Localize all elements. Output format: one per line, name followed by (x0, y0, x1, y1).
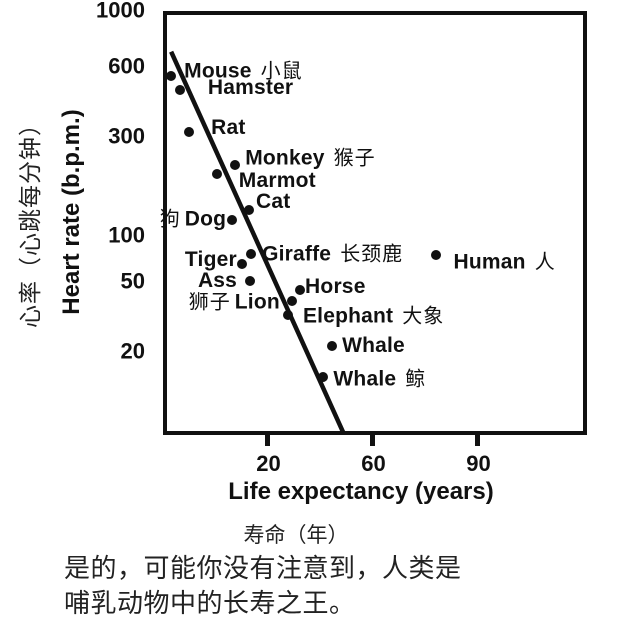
label-en: Giraffe (262, 242, 332, 266)
label-en: Ass (197, 268, 238, 292)
data-point-human (430, 250, 441, 261)
label-zh: 长颈鹿 (340, 243, 404, 266)
label-en: Lion (234, 290, 280, 314)
label-en: Mouse (184, 59, 252, 83)
data-point-label-marmot: Marmot (239, 169, 316, 193)
x-tick-mark (265, 435, 270, 446)
data-point-label-tiger: Tiger (185, 248, 237, 272)
data-point-tiger (236, 258, 247, 269)
label-en: Dog (184, 207, 227, 231)
label-en: Human (453, 250, 526, 274)
label-en: Hamster (207, 75, 294, 99)
label-zh: 狮子 (188, 291, 231, 314)
data-point-rat (184, 127, 195, 138)
data-point-label-hamster: Hamster (208, 76, 293, 100)
label-en: Tiger (184, 247, 237, 271)
caption-line-2: 哺乳动物中的长寿之王。 (64, 589, 356, 619)
label-zh: 鲸 (405, 368, 427, 391)
data-point-whale-lower (318, 371, 329, 382)
y-tick-label: 1000 (96, 0, 145, 23)
data-point-label-whale-lower: Whale 鲸 (333, 362, 426, 391)
data-point-marmot (211, 168, 222, 179)
data-point-dog (227, 214, 238, 225)
y-tick-label: 600 (108, 53, 145, 79)
x-tick-label: 90 (466, 451, 491, 476)
y-tick-label: 50 (120, 268, 145, 294)
label-zh: 狗 (159, 208, 181, 231)
label-zh: 大象 (402, 305, 445, 328)
y-axis-label: Heart rate (b.p.m.) (58, 109, 85, 315)
y-tick-label: 100 (108, 222, 145, 248)
data-point-giraffe (246, 249, 257, 260)
label-en: Whale (342, 334, 405, 358)
y-axis-label-chinese: 心率（心跳每分钟） (17, 112, 43, 328)
data-point-label-whale-upper: Whale (342, 334, 405, 358)
data-point-cat (244, 205, 255, 216)
data-point-label-cat: Cat (256, 190, 290, 214)
data-point-label-lion: 狮子 Lion (189, 285, 280, 314)
data-point-hamster (174, 84, 185, 95)
label-en: Cat (256, 190, 291, 214)
data-point-ass (245, 275, 256, 286)
x-axis-label-chinese: 寿命（年） (243, 524, 349, 547)
data-point-label-dog: 狗 Dog (160, 202, 226, 231)
label-en: Horse (305, 275, 366, 299)
data-point-mouse (166, 70, 177, 81)
data-point-label-monkey: Monkey 猴子 (245, 141, 375, 170)
x-tick-mark (475, 435, 480, 446)
label-en: Whale (333, 367, 397, 391)
label-en: Marmot (238, 168, 316, 192)
label-en: Monkey (245, 146, 325, 170)
label-zh: 猴子 (333, 147, 376, 170)
caption: 是的，可能你没有注意到，人类是 哺乳动物中的长寿之王。 (64, 552, 462, 622)
x-axis-label: Life expectancy (years) (228, 478, 494, 505)
y-tick-label: 20 (120, 338, 145, 364)
data-point-monkey (230, 159, 241, 170)
y-tick-label: 300 (108, 123, 145, 149)
data-point-label-ass: Ass (198, 269, 237, 293)
data-point-label-giraffe: Giraffe 长颈鹿 (262, 238, 403, 267)
x-tick-label: 20 (256, 451, 281, 476)
data-point-label-elephant: Elephant 大象 (303, 299, 444, 328)
data-point-label-horse: Horse (305, 275, 366, 299)
label-en: Elephant (302, 304, 394, 328)
data-point-whale-upper (327, 341, 338, 352)
data-point-elephant (282, 309, 293, 320)
x-tick-label: 60 (361, 451, 386, 476)
data-point-horse (295, 285, 306, 296)
data-point-label-human: Human 人 (454, 246, 556, 275)
data-point-label-rat: Rat (211, 116, 245, 140)
x-tick-mark (370, 435, 375, 446)
data-point-lion (286, 295, 297, 306)
data-point-label-mouse: Mouse 小鼠 (184, 54, 303, 83)
caption-line-1: 是的，可能你没有注意到，人类是 (64, 554, 462, 584)
label-en: Rat (211, 116, 246, 140)
label-zh: 小鼠 (260, 60, 303, 83)
label-zh: 人 (534, 251, 556, 274)
